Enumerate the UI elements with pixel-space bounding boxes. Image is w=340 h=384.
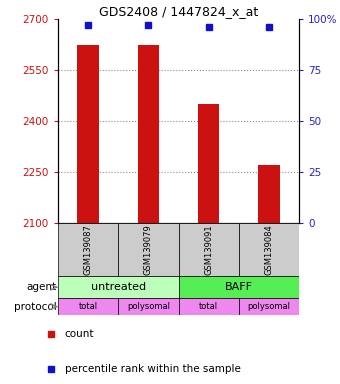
Text: GSM139087: GSM139087 <box>84 224 92 275</box>
Text: agent: agent <box>27 282 56 292</box>
Bar <box>58 276 178 298</box>
Bar <box>258 165 279 223</box>
Bar <box>178 223 239 276</box>
Bar <box>178 298 239 315</box>
Bar <box>239 298 299 315</box>
Title: GDS2408 / 1447824_x_at: GDS2408 / 1447824_x_at <box>99 5 258 18</box>
Bar <box>58 298 118 315</box>
Text: count: count <box>65 329 94 339</box>
Bar <box>118 223 178 276</box>
Bar <box>118 298 178 315</box>
Text: protocol: protocol <box>14 301 56 311</box>
Bar <box>198 104 219 223</box>
Bar <box>78 45 99 223</box>
Text: total: total <box>199 302 218 311</box>
Bar <box>178 276 299 298</box>
Bar <box>138 45 159 223</box>
Text: untreated: untreated <box>90 282 146 292</box>
Text: GSM139084: GSM139084 <box>265 224 273 275</box>
Bar <box>239 223 299 276</box>
Text: BAFF: BAFF <box>225 282 253 292</box>
Bar <box>58 223 118 276</box>
Text: polysomal: polysomal <box>248 302 290 311</box>
Text: polysomal: polysomal <box>127 302 170 311</box>
Text: total: total <box>79 302 98 311</box>
Text: percentile rank within the sample: percentile rank within the sample <box>65 364 240 374</box>
Text: GSM139079: GSM139079 <box>144 224 153 275</box>
Text: GSM139091: GSM139091 <box>204 224 213 275</box>
